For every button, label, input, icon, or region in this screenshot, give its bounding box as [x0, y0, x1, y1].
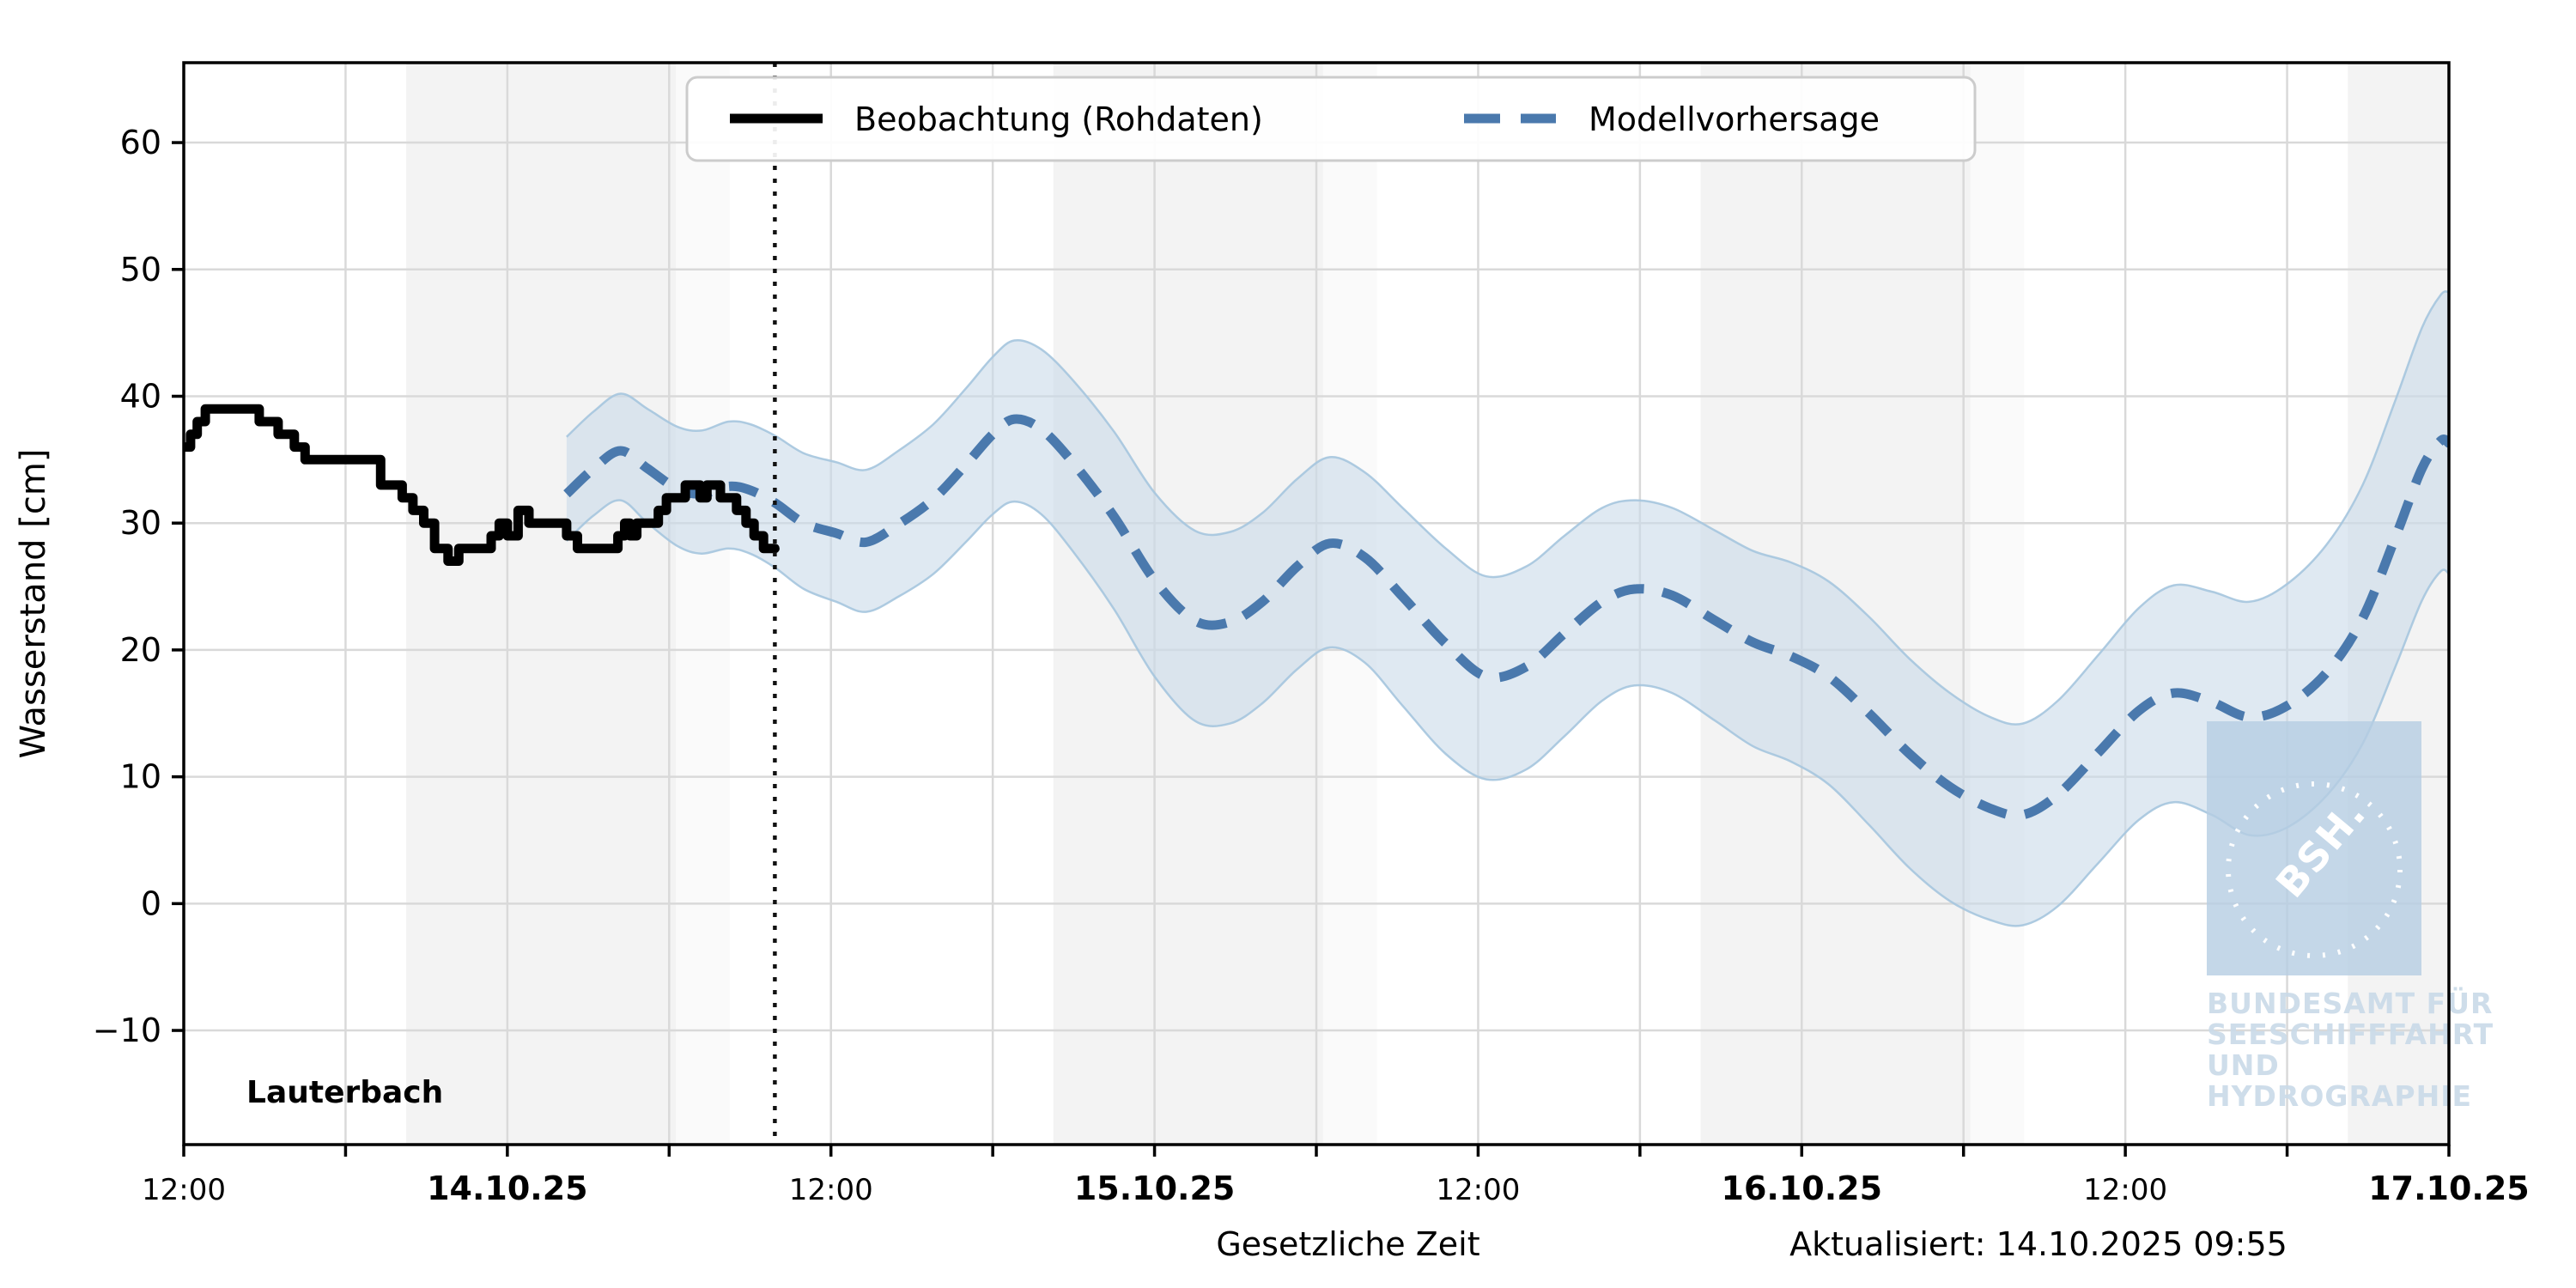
y-tick-label: 30: [120, 504, 161, 542]
bsh-watermark: BSH.BUNDESAMT FÜRSEESCHIFFFAHRTUNDHYDROG…: [2207, 721, 2494, 1113]
station-label: Lauterbach: [246, 1075, 443, 1110]
watermark-square: [2207, 721, 2421, 975]
x-tick-label: 12:00: [2083, 1173, 2167, 1207]
x-tick-label: 16.10.25: [1722, 1170, 1883, 1207]
legend: Beobachtung (Rohdaten) Modellvorhersage: [685, 76, 1977, 162]
x-tick-label: 15.10.25: [1074, 1170, 1236, 1207]
watermark-dotted-circle: [2226, 781, 2403, 958]
confidence-band-lower-edge: [566, 499, 2449, 927]
twilight-band: [676, 63, 730, 1145]
y-tick-label: 60: [120, 124, 161, 161]
y-tick-label: 20: [120, 631, 161, 669]
y-tick-label: 10: [120, 758, 161, 796]
y-tick-label: −10: [93, 1012, 161, 1049]
watermark-agency-name: UND: [2207, 1048, 2280, 1082]
watermark-agency-name: SEESCHIFFFAHRT: [2207, 1018, 2494, 1051]
y-axis-label: Wasserstand [cm]: [14, 449, 53, 759]
watermark-agency-name: HYDROGRAPHIE: [2207, 1079, 2472, 1113]
series-group: [184, 290, 2449, 927]
x-tick-label: 12:00: [142, 1173, 226, 1207]
x-tick-label: 17.10.25: [2368, 1170, 2530, 1207]
watermark-agency-name: BUNDESAMT FÜR: [2207, 986, 2493, 1020]
legend-observation-label: Beobachtung (Rohdaten): [854, 100, 1263, 138]
forecast-line: [563, 414, 2449, 821]
updated-timestamp: Aktualisiert: 14.10.2025 09:55: [1789, 1225, 2287, 1263]
twilight-band: [1970, 63, 2025, 1145]
night-band: [406, 63, 677, 1145]
forecast-confidence-band: [566, 291, 2449, 927]
axis-ticks-group: [172, 141, 2451, 1157]
x-axis-label: Gesetzliche Zeit: [1216, 1225, 1479, 1263]
confidence-band-upper-edge: [566, 290, 2449, 726]
y-tick-label: 40: [120, 377, 161, 415]
legend-forecast-label: Modellvorhersage: [1589, 100, 1880, 138]
y-tick-label: 0: [141, 884, 161, 922]
x-tick-label: 12:00: [1436, 1173, 1520, 1207]
legend-box: [685, 76, 1977, 162]
x-tick-label: 12:00: [789, 1173, 873, 1207]
y-tick-label: 50: [120, 251, 161, 289]
x-tick-label: 14.10.25: [427, 1170, 588, 1207]
observation-line: [184, 404, 780, 566]
